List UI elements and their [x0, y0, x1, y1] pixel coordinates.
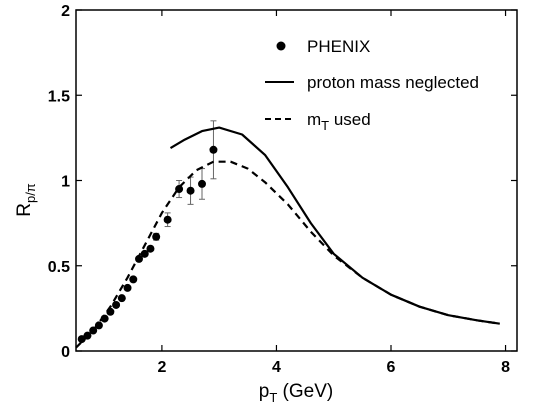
- legend-label-mt-used: mT used: [307, 110, 371, 133]
- x-tick-label: 8: [501, 359, 510, 376]
- data-point: [186, 186, 195, 195]
- data-point: [94, 321, 103, 330]
- y-axis-ticks: 0 0.5 1 1.5 2: [48, 3, 517, 361]
- data-point: [152, 232, 161, 241]
- x-axis-label: pT (GeV): [259, 381, 333, 405]
- data-point: [198, 179, 206, 188]
- data-point: [117, 294, 126, 303]
- y-tick-label: 0: [61, 344, 70, 361]
- x-tick-label: 4: [272, 359, 281, 376]
- x-tick-label: 6: [387, 359, 396, 376]
- y-tick-label: 0.5: [48, 259, 70, 276]
- legend: PHENIX proton mass neglected mT used: [265, 37, 479, 133]
- data-point: [140, 249, 149, 258]
- series-line-2: [75, 160, 500, 349]
- y-tick-label: 1: [61, 174, 70, 191]
- data-point: [135, 254, 143, 263]
- data-point: [146, 244, 155, 253]
- data-point: [209, 145, 218, 154]
- data-point: [129, 275, 138, 284]
- y-tick-label: 2: [61, 3, 70, 20]
- data-point: [123, 283, 132, 292]
- data-point: [112, 300, 121, 309]
- x-tick-label: 2: [157, 359, 166, 376]
- series-layer: [75, 120, 500, 349]
- legend-marker-phenix: [276, 41, 286, 51]
- data-point: [163, 215, 172, 224]
- series-line-1: [169, 126, 500, 325]
- y-tick-label: 1.5: [48, 88, 70, 105]
- legend-label-phenix: PHENIX: [307, 37, 370, 56]
- plot-area-frame: [75, 9, 518, 352]
- y-axis-label: Rp/π: [14, 183, 38, 217]
- data-point: [175, 185, 184, 194]
- legend-label-proton-mass-neglected: proton mass neglected: [307, 73, 479, 92]
- x-axis-ticks: 2 4 6 8: [157, 10, 510, 376]
